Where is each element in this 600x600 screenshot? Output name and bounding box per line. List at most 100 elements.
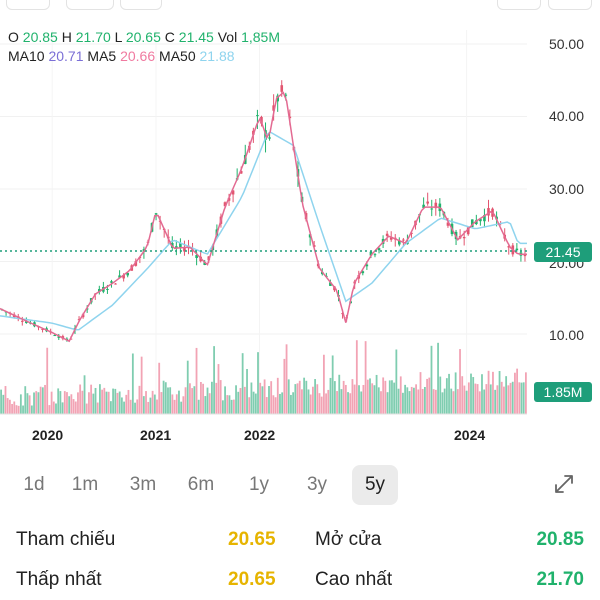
ma50-value: 21.88	[199, 48, 235, 64]
volume-bar	[90, 384, 93, 414]
candle-body	[231, 190, 235, 195]
volume-bar	[459, 349, 461, 414]
volume-bar	[443, 388, 446, 414]
volume-bar	[79, 384, 82, 414]
volume-bar	[252, 391, 255, 414]
period-5y[interactable]: 5y	[352, 465, 398, 505]
volume-bar	[24, 386, 27, 414]
volume-bar	[456, 389, 459, 414]
volume-bar	[81, 390, 84, 414]
price-chart[interactable]	[0, 0, 600, 450]
volume-bar	[375, 374, 378, 414]
volume-bar	[384, 380, 387, 414]
volume-bar	[50, 391, 53, 414]
volume-bar	[99, 384, 101, 414]
volume-bar	[6, 398, 9, 414]
candle-body	[373, 254, 377, 256]
ma10-label: MA10	[8, 48, 45, 64]
volume-bar	[195, 347, 198, 414]
volume-bar	[109, 401, 112, 414]
toolbar-button-5[interactable]	[548, 0, 592, 10]
candle-body	[118, 275, 121, 278]
volume-bar	[70, 394, 73, 414]
volume-bar	[204, 396, 207, 414]
volume-bar	[463, 385, 466, 414]
toolbar-button-1[interactable]	[6, 0, 50, 10]
candle-body	[462, 236, 466, 239]
volume-value: 1,85M	[241, 29, 281, 45]
volume-bar	[439, 376, 442, 414]
candle-body	[430, 208, 434, 210]
volume-bar	[173, 399, 176, 414]
volume-bar	[312, 386, 314, 414]
candle-body	[507, 246, 511, 248]
volume-bar	[382, 377, 385, 414]
volume-bar	[274, 397, 277, 414]
volume-bar	[171, 394, 174, 414]
volume-bar	[19, 394, 22, 414]
close-value: 21.45	[178, 29, 214, 45]
volume-label: Vol	[217, 29, 238, 45]
period-6m[interactable]: 6m	[187, 474, 215, 495]
ref-value: 20.65	[228, 529, 276, 550]
volume-bar	[318, 393, 321, 414]
volume-bar	[498, 371, 501, 414]
volume-bar	[206, 387, 209, 414]
volume-bar	[4, 386, 7, 414]
volume-bar	[164, 382, 167, 414]
volume-bar	[156, 399, 158, 414]
toolbar-button-3[interactable]	[120, 0, 162, 10]
volume-bar	[184, 387, 187, 414]
volume-bar	[437, 342, 439, 414]
volume-bar	[404, 384, 407, 414]
volume-bar	[450, 388, 453, 414]
candle-body	[365, 264, 369, 267]
volume-bar	[452, 391, 455, 414]
volume-bar	[28, 395, 31, 414]
volume-bar	[395, 349, 398, 414]
volume-bar	[257, 352, 259, 414]
volume-bar	[470, 373, 472, 414]
volume-bar	[123, 401, 125, 414]
period-3m[interactable]: 3m	[129, 474, 157, 495]
volume-bar	[511, 381, 514, 414]
volume-bar	[320, 396, 323, 414]
toolbar-button-2[interactable]	[66, 0, 114, 10]
volume-bar	[364, 341, 367, 414]
volume-bar	[406, 387, 409, 414]
volume-bar	[307, 389, 310, 414]
volume-bar	[492, 371, 494, 414]
volume-bar	[340, 389, 343, 414]
x-tick-2020: 2020	[32, 427, 64, 443]
period-1y[interactable]: 1y	[248, 474, 270, 495]
volume-bar	[200, 381, 202, 414]
volume-bar	[219, 380, 222, 414]
period-1d[interactable]: 1d	[23, 474, 45, 495]
volume-bar	[327, 389, 330, 414]
ohlc-row: O 20.85 H 21.70 L 20.65 C 21.45 Vol 1,85…	[8, 28, 280, 47]
volume-bar	[388, 380, 391, 414]
volume-bar	[8, 399, 11, 414]
candle-body	[385, 233, 389, 236]
volume-bar	[408, 391, 411, 414]
volume-bar	[41, 387, 44, 414]
volume-bar	[417, 389, 420, 414]
candle-body	[106, 288, 109, 290]
candle-body	[284, 94, 288, 96]
volume-bar	[254, 393, 257, 414]
volume-bar	[507, 385, 510, 414]
expand-icon[interactable]	[552, 472, 576, 496]
period-3y[interactable]: 3y	[306, 474, 328, 495]
candle-body	[402, 239, 405, 241]
volume-bar	[230, 399, 233, 414]
volume-bar	[294, 384, 297, 414]
volume-bar	[518, 382, 521, 414]
volume-bar	[281, 392, 284, 414]
ma50-line	[0, 131, 527, 331]
toolbar-button-4[interactable]	[497, 0, 541, 10]
candle-body	[398, 240, 401, 245]
y-tick-10: 10.00	[548, 327, 584, 343]
volume-bar	[360, 391, 363, 414]
volume-bar	[325, 393, 327, 414]
period-1m[interactable]: 1m	[71, 474, 99, 495]
